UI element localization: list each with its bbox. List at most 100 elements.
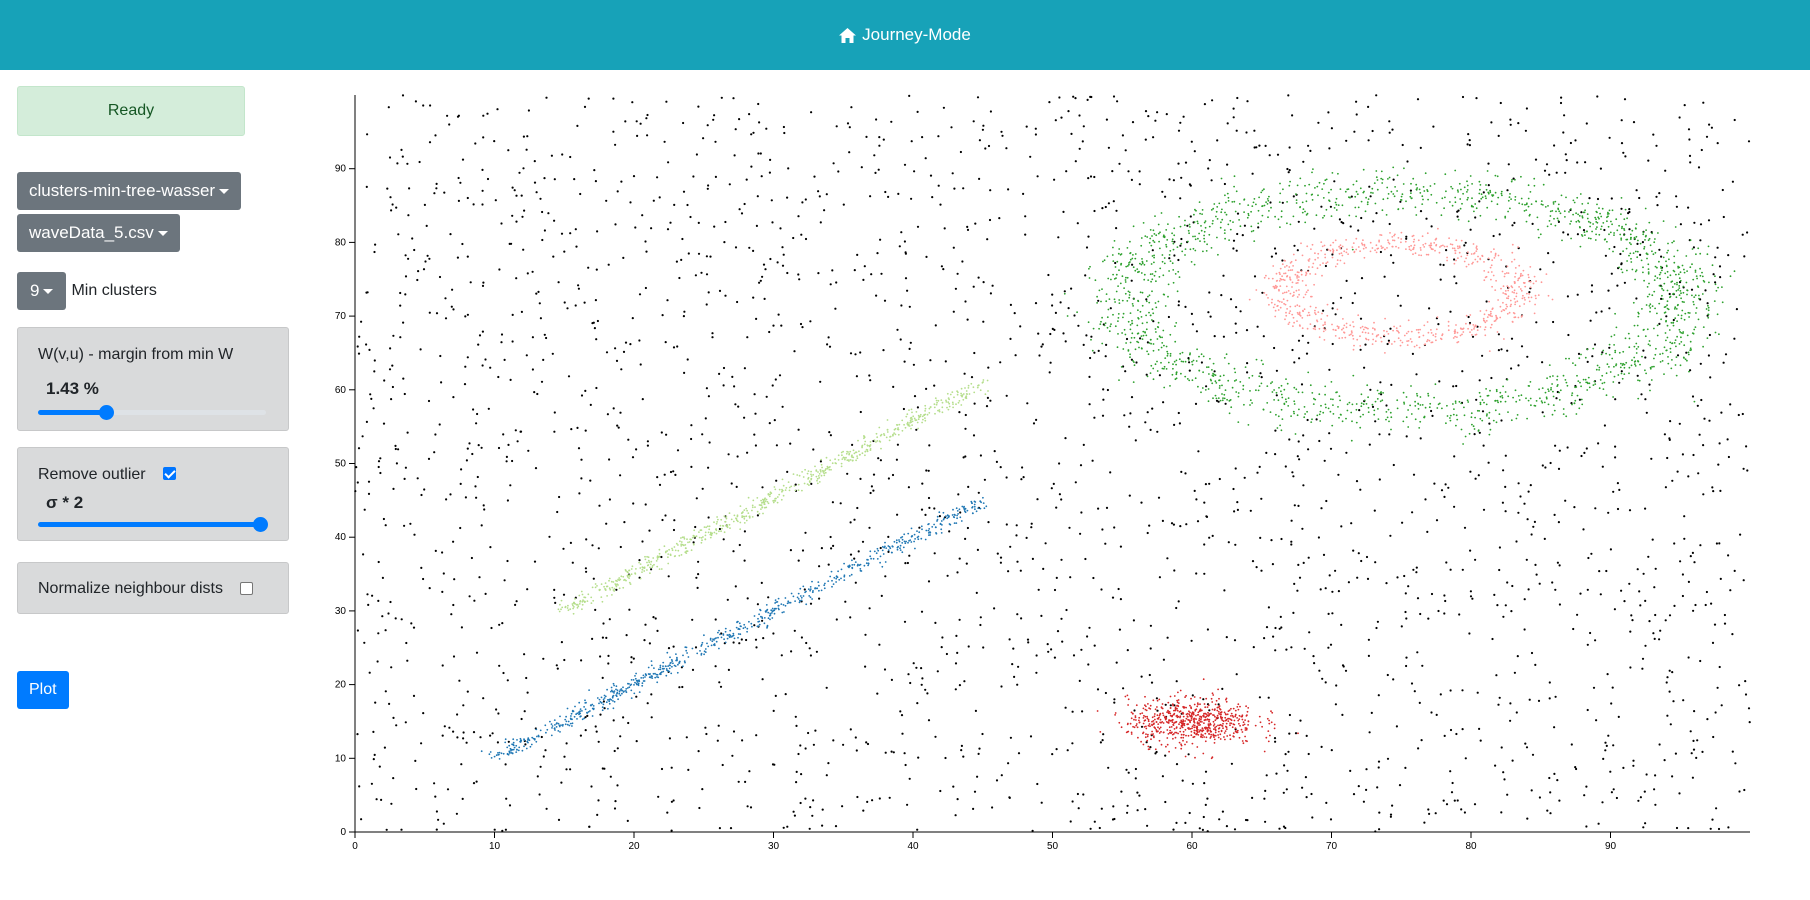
noise-point (758, 281, 761, 284)
min-clusters-dropdown[interactable]: 9 (17, 272, 67, 310)
noise-point (1317, 536, 1320, 539)
cluster-3-point (1624, 337, 1627, 340)
cluster-2-point (803, 482, 806, 485)
noise-point (461, 158, 465, 161)
cluster-1-point (662, 670, 665, 673)
cluster-1-point (557, 730, 560, 732)
noise-point (639, 122, 642, 125)
cluster-1-point (684, 661, 686, 664)
cluster-3-point (1087, 321, 1090, 324)
cluster-2-point (904, 426, 907, 429)
noise-point (1534, 563, 1537, 566)
noise-point (756, 603, 759, 606)
cluster-1-point (666, 651, 669, 654)
noise-point (583, 301, 586, 304)
noise-point (372, 758, 375, 761)
noise-point (1304, 776, 1307, 779)
noise-point (526, 272, 529, 275)
margin-slider[interactable] (38, 405, 266, 420)
cluster-2-point (630, 568, 633, 570)
cluster-3-point (1595, 233, 1597, 236)
noise-point (743, 416, 746, 419)
noise-point (1638, 590, 1641, 593)
noise-point (917, 756, 920, 759)
cluster-3-point (1686, 270, 1688, 272)
noise-point (1179, 121, 1182, 124)
noise-point (1365, 788, 1368, 792)
noise-point (1620, 142, 1624, 145)
cluster-1-point (635, 672, 637, 675)
noise-point (1620, 119, 1623, 122)
noise-point (1207, 311, 1210, 314)
cluster-3-point (1656, 312, 1658, 315)
cluster-1-point (724, 641, 727, 644)
noise-point (1580, 211, 1583, 214)
margin-slider-thumb[interactable] (99, 405, 115, 420)
cluster-3-point (1471, 197, 1473, 200)
cluster-3-point (1461, 202, 1463, 205)
noise-point (920, 667, 923, 670)
cluster-3-point (1273, 399, 1275, 401)
noise-point (1232, 239, 1236, 242)
cluster-1-point (763, 617, 766, 619)
cluster-1-point (848, 575, 851, 577)
cluster-1-point (527, 741, 529, 744)
noise-point (1253, 146, 1256, 149)
algorithm-dropdown[interactable]: clusters-min-tree-wasser (17, 172, 242, 210)
cluster-1-point (685, 646, 688, 649)
cluster-2-point (911, 418, 913, 420)
noise-point (1074, 97, 1077, 100)
noise-point (1226, 163, 1229, 166)
noise-point (1590, 284, 1594, 287)
cluster-1-point (895, 539, 898, 542)
noise-point (1716, 142, 1719, 145)
noise-point (1175, 821, 1178, 825)
outlier-checkbox[interactable] (163, 467, 176, 480)
noise-point (1720, 704, 1723, 707)
cluster-2-point (660, 568, 663, 570)
noise-point (626, 819, 629, 823)
noise-point (928, 506, 931, 509)
noise-point (1149, 624, 1152, 627)
cluster-3-point (1613, 344, 1615, 346)
noise-point (713, 225, 716, 228)
noise-point (1146, 411, 1149, 414)
noise-point (1144, 808, 1147, 811)
file-dropdown[interactable]: waveData_5.csv (17, 214, 180, 252)
plot-button[interactable]: Plot (17, 671, 69, 709)
noise-point (1100, 588, 1103, 591)
noise-point (1380, 393, 1383, 396)
cluster-3-point (1295, 199, 1298, 201)
noise-point (1642, 349, 1645, 352)
noise-point (797, 215, 800, 218)
cluster-3-point (1575, 386, 1578, 388)
cluster-2-point (812, 473, 815, 476)
noise-point (453, 578, 456, 581)
noise-point (1500, 746, 1503, 749)
noise-point (1151, 249, 1154, 252)
cluster-2-point (746, 509, 748, 512)
noise-point (1523, 628, 1526, 631)
noise-point (562, 593, 566, 596)
navbar-brand[interactable]: Journey-Mode (839, 25, 971, 45)
noise-point (727, 668, 730, 672)
noise-point (1555, 397, 1558, 400)
noise-point (1733, 569, 1736, 572)
cluster-3-point (1365, 403, 1368, 405)
normalize-checkbox[interactable] (240, 582, 253, 595)
outlier-slider-thumb[interactable] (253, 517, 268, 532)
noise-point (400, 618, 403, 621)
noise-point (1111, 596, 1115, 599)
cluster-1-point (510, 749, 512, 752)
cluster-3-point (1191, 360, 1193, 363)
cluster-3-point (1556, 375, 1559, 378)
cluster-3-point (1193, 263, 1196, 266)
cluster-1-point (603, 694, 606, 697)
outlier-slider[interactable] (38, 517, 268, 532)
noise-point (579, 192, 582, 196)
noise-point (450, 305, 453, 308)
cluster-1-point (916, 530, 918, 532)
cluster-2-point (725, 516, 728, 518)
cluster-3-point (1247, 214, 1250, 217)
noise-point (643, 639, 646, 642)
